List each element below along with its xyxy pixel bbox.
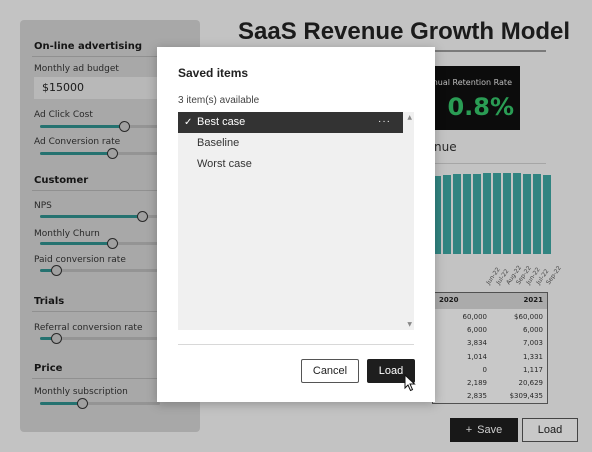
load-button-background[interactable]: Load — [522, 418, 578, 442]
referral-conversion-rate-slider[interactable] — [40, 333, 160, 344]
chart-bar — [523, 174, 531, 254]
chart-bar — [463, 174, 471, 254]
ad-click-cost-slider[interactable] — [40, 121, 160, 132]
kpi-card-retention: nual Retention Rate 0.8% — [430, 66, 520, 130]
section-title-trials: Trials — [34, 296, 65, 307]
scroll-up-icon[interactable]: ▲ — [407, 114, 412, 121]
table-cell: 1,014 — [466, 352, 487, 361]
section-title-customer: Customer — [34, 175, 89, 186]
chart-bar — [473, 174, 481, 254]
table-cell: $309,435 — [509, 392, 543, 401]
data-table: 2020 2021 60,000 $60,000 6,000 6,000 3,834 7,… — [432, 292, 548, 404]
slider-fill — [40, 337, 56, 340]
label-paid-conversion-rate: Paid conversion rate — [34, 255, 126, 265]
chart-bar — [513, 173, 521, 254]
slider-handle[interactable] — [137, 211, 148, 222]
saved-items-list[interactable]: ✓ Best case ··· Baseline Worst case ▲ ▼ — [178, 112, 414, 330]
table-header: 2020 2021 — [433, 293, 547, 309]
dialog-title: Saved items — [178, 66, 249, 80]
chart-bar — [543, 175, 551, 254]
label-ad-conversion-rate: Ad Conversion rate — [34, 137, 121, 147]
slider-fill — [40, 402, 82, 405]
cursor-icon — [404, 374, 416, 392]
table-cell: 1,117 — [522, 365, 543, 374]
label-referral-conversion-rate: Referral conversion rate — [34, 323, 143, 333]
table-cell: 2,189 — [466, 379, 487, 387]
monthly-ad-budget-input[interactable]: $15000 — [34, 77, 164, 99]
slider-fill — [40, 242, 112, 245]
table-cell: 7,003 — [522, 339, 543, 348]
slider-handle[interactable] — [50, 333, 62, 344]
section-title-price: Price — [34, 363, 63, 374]
item-count: 3 item(s) available — [178, 95, 260, 106]
chart-bar — [443, 175, 451, 254]
table-cell: 6,000 — [522, 326, 543, 335]
save-button[interactable]: + Save — [450, 418, 518, 442]
slider-fill — [40, 269, 56, 272]
kpi-value: 0.8% — [447, 93, 514, 121]
monthly-churn-slider[interactable] — [40, 238, 160, 249]
check-icon: ✓ — [184, 117, 193, 128]
chart-bar — [533, 174, 541, 254]
nps-slider[interactable] — [40, 211, 160, 222]
chart-bar — [493, 173, 501, 254]
label-nps: NPS — [34, 201, 52, 211]
ad-conversion-rate-slider[interactable] — [40, 148, 160, 159]
table-cell: 2,835 — [466, 392, 487, 401]
page-title: SaaS Revenue Growth Model — [238, 18, 571, 45]
label-ad-click-cost: Ad Click Cost — [34, 110, 93, 120]
save-label: Save — [477, 424, 503, 436]
slider-fill — [40, 215, 142, 218]
table-header-2020: 2020 — [439, 296, 459, 304]
table-header-2021: 2021 — [523, 296, 543, 304]
slider-handle[interactable] — [77, 398, 88, 409]
kpi-label: nual Retention Rate — [432, 78, 512, 87]
chart-bar — [453, 174, 461, 254]
section-title-online-advertising: On-line advertising — [34, 41, 143, 52]
chart-bar — [503, 173, 511, 254]
slider-handle[interactable] — [119, 121, 130, 132]
table-cell: 6,000 — [466, 326, 487, 335]
slider-fill — [40, 125, 124, 128]
label-monthly-churn: Monthly Churn — [34, 229, 100, 239]
slider-handle[interactable] — [107, 238, 118, 249]
saved-items-dialog: Saved items 3 item(s) available ✓ Best c… — [157, 47, 435, 402]
plus-icon: + — [465, 424, 473, 436]
paid-conversion-rate-slider[interactable] — [40, 265, 160, 276]
section-divider — [32, 190, 200, 191]
table-cell: 3,834 — [466, 339, 487, 348]
cancel-button[interactable]: Cancel — [301, 359, 359, 383]
table-cell: 20,629 — [518, 379, 544, 387]
label-monthly-ad-budget: Monthly ad budget — [34, 64, 119, 74]
list-item-label: Best case — [197, 116, 246, 128]
slider-handle[interactable] — [50, 265, 62, 276]
table-cell: 1,331 — [522, 352, 543, 361]
section-divider — [32, 56, 200, 57]
label-monthly-subscription: Monthly subscription — [34, 387, 128, 397]
chart-divider — [432, 163, 546, 164]
list-item-best-case[interactable]: ✓ Best case ··· — [178, 112, 403, 133]
chart-heading: nue — [434, 140, 457, 154]
chart-bar — [433, 175, 441, 254]
slider-handle[interactable] — [107, 148, 118, 159]
chart-bar — [483, 173, 491, 254]
scroll-down-icon[interactable]: ▼ — [407, 321, 412, 328]
section-divider — [32, 311, 200, 312]
dialog-divider — [178, 344, 414, 345]
section-divider — [32, 378, 200, 379]
list-item-baseline[interactable]: Baseline — [197, 137, 240, 149]
table-cell: 0 — [482, 365, 487, 374]
revenue-bar-chart — [433, 170, 551, 254]
list-item-worst-case[interactable]: Worst case — [197, 158, 252, 170]
slider-fill — [40, 152, 112, 155]
more-icon[interactable]: ··· — [378, 116, 391, 127]
monthly-subscription-slider[interactable] — [40, 398, 160, 409]
table-cell: $60,000 — [514, 313, 543, 321]
table-cell: 60,000 — [462, 313, 488, 321]
